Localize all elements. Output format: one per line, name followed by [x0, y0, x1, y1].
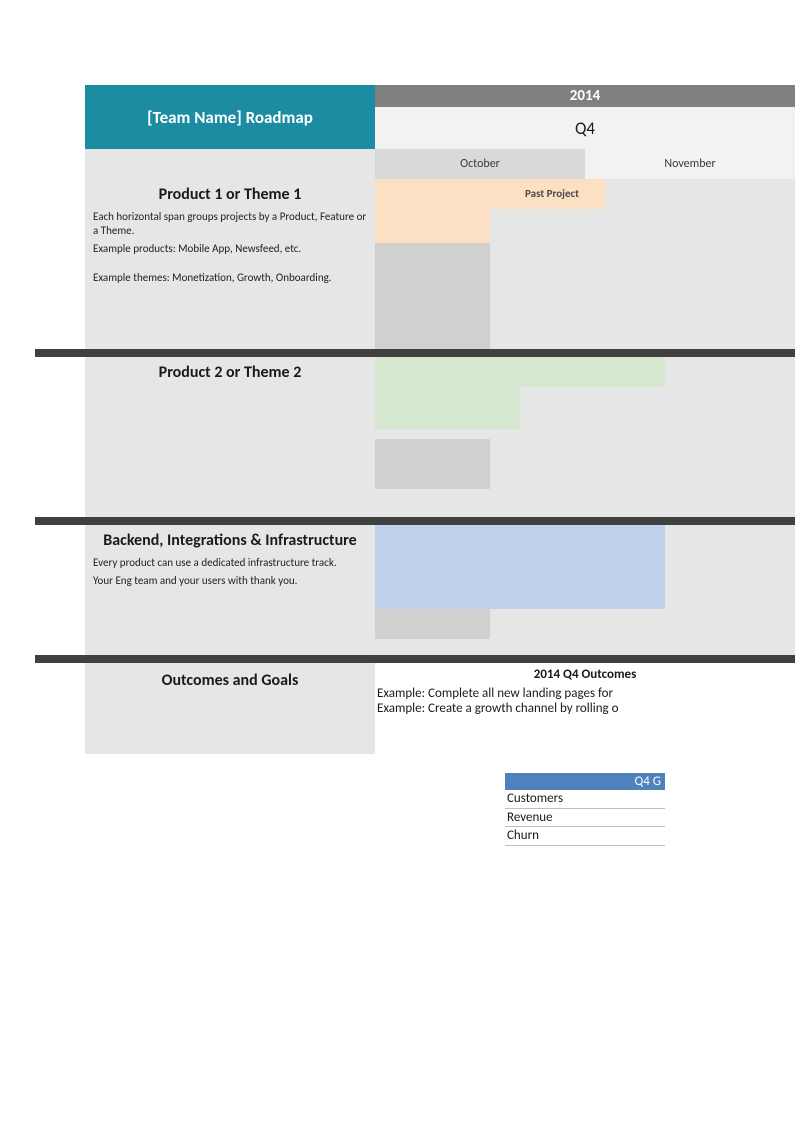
outcome-line-2: Example: Create a growth channel by roll…: [375, 701, 795, 716]
timeline-bar: [375, 525, 665, 569]
section-desc: Your Eng team and your users with thank …: [93, 572, 367, 590]
timeline-bar: [375, 387, 520, 429]
goals-row-churn: Churn: [505, 827, 665, 846]
section-right: Past Project: [375, 179, 795, 349]
section-divider: [35, 517, 795, 525]
month-row: October November: [85, 149, 795, 179]
timeline-bar: [375, 357, 665, 387]
timeline-bar: [375, 569, 665, 609]
roadmap-title: [Team Name] Roadmap: [85, 85, 375, 149]
goals-row-revenue: Revenue: [505, 809, 665, 828]
timeline-bar: [375, 609, 490, 639]
header-right: 2014 Q4: [375, 85, 795, 149]
section-right: [375, 525, 795, 655]
section-title: Backend, Integrations & Infrastructure: [93, 529, 367, 554]
section-desc: Example themes: Monetization, Growth, On…: [93, 269, 367, 287]
roadmap-page: [Team Name] Roadmap 2014 Q4 October Nove…: [85, 85, 795, 754]
month-november: November: [585, 149, 795, 179]
goals-header: Q4 G: [505, 773, 665, 790]
goals-row-customers: Customers: [505, 790, 665, 809]
section-desc: Every product can use a dedicated infras…: [93, 554, 367, 572]
section-row: Backend, Integrations & InfrastructureEv…: [85, 525, 795, 655]
sections-container: Product 1 or Theme 1Each horizontal span…: [85, 179, 795, 663]
section-divider: [35, 655, 795, 663]
section-left: Product 1 or Theme 1Each horizontal span…: [85, 179, 375, 349]
outcomes-section: Outcomes and Goals 2014 Q4 Outcomes Exam…: [85, 663, 795, 754]
bar-label: Past Project: [525, 187, 579, 200]
timeline-bar: [375, 243, 490, 349]
section-desc: Each horizontal span groups projects by …: [93, 208, 367, 240]
year-label: 2014: [375, 85, 795, 107]
month-october: October: [375, 149, 585, 179]
timeline-bar: [375, 439, 490, 489]
outcome-line-1: Example: Complete all new landing pages …: [375, 686, 795, 701]
timeline-bar: [375, 209, 490, 243]
section-divider: [35, 349, 795, 357]
section-title: Product 2 or Theme 2: [93, 361, 367, 386]
section-right: [375, 357, 795, 517]
section-desc: Example products: Mobile App, Newsfeed, …: [93, 240, 367, 258]
goals-box: Q4 G Customers Revenue Churn: [505, 773, 665, 846]
section-title: Product 1 or Theme 1: [93, 183, 367, 208]
quarter-label: Q4: [375, 107, 795, 149]
outcomes-right: 2014 Q4 Outcomes Example: Complete all n…: [375, 663, 795, 754]
outcomes-left: Outcomes and Goals: [85, 663, 375, 754]
section-left: Product 2 or Theme 2: [85, 357, 375, 517]
header-row: [Team Name] Roadmap 2014 Q4: [85, 85, 795, 149]
month-spacer: [85, 149, 375, 179]
section-row: Product 2 or Theme 2: [85, 357, 795, 517]
section-row: Product 1 or Theme 1Each horizontal span…: [85, 179, 795, 349]
section-left: Backend, Integrations & InfrastructureEv…: [85, 525, 375, 655]
outcomes-title: Outcomes and Goals: [93, 669, 367, 694]
outcomes-heading: 2014 Q4 Outcomes: [375, 667, 795, 686]
